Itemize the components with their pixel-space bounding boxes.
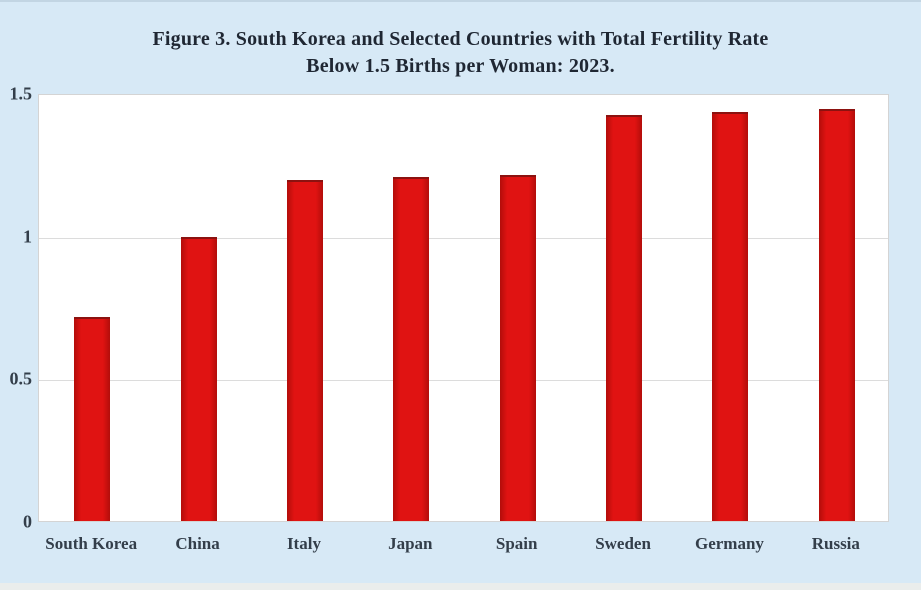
bar-south-korea [74,316,111,521]
bar-slot-sweden [571,95,677,521]
x-category-label-russia: Russia [811,534,860,553]
y-tick-label-0-5: 0.5 [9,368,33,389]
x-category-label-china: China [175,534,220,553]
x-category-label-germany: Germany [694,534,764,553]
bottom-edge-strip [0,583,921,590]
y-tick-label-1: 1 [23,226,32,247]
x-category-label-spain: Spain [495,534,538,553]
y-tick-label-1-5: 1.5 [9,83,33,104]
x-category-label-south-korea: South Korea [45,534,138,553]
bar-slot-spain [465,95,571,521]
bar-slot-italy [252,95,358,521]
plot-area [38,94,889,522]
bar-japan [393,177,430,521]
top-edge-shading [0,0,921,2]
bar-italy [286,180,323,521]
x-category-label-italy: Italy [286,534,321,553]
bar-slot-japan [358,95,464,521]
bar-germany [712,112,749,521]
x-category-label-japan: Japan [388,534,433,553]
x-category-label-sweden: Sweden [595,534,651,553]
chart-title-line-1: Figure 3. South Korea and Selected Count… [152,28,769,50]
gridline-0-5 [39,380,888,382]
chart-title: Figure 3. South Korea and Selected Count… [0,26,921,80]
bar-slot-south-korea [39,95,145,521]
bar-slot-germany [677,95,783,521]
chart-title-line-2: Below 1.5 Births per Woman: 2023. [306,55,615,77]
bar-slot-china [145,95,251,521]
bar-china [180,237,217,521]
bar-sweden [606,114,643,521]
gridline-1 [39,237,888,239]
bar-russia [818,109,855,521]
bar-slot-russia [784,95,890,521]
y-tick-label-0: 0 [23,511,32,532]
bar-spain [499,174,536,521]
